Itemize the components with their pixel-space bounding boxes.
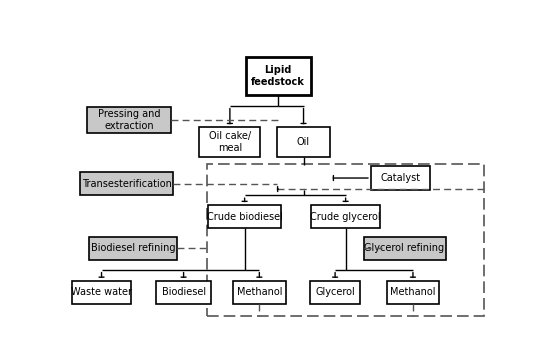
Text: Biodiesel: Biodiesel [161,287,206,297]
Text: Biodiesel refining: Biodiesel refining [91,243,175,253]
Text: Crude glycerol: Crude glycerol [310,212,381,222]
FancyBboxPatch shape [277,127,330,158]
FancyBboxPatch shape [80,172,173,195]
Text: Methanol: Methanol [390,287,435,297]
Text: Transesterification: Transesterification [82,179,172,189]
FancyBboxPatch shape [311,205,380,228]
Text: Pressing and
extraction: Pressing and extraction [98,109,160,131]
Text: Waste water: Waste water [71,287,132,297]
FancyBboxPatch shape [310,281,361,304]
FancyBboxPatch shape [363,237,446,260]
Text: Catalyst: Catalyst [380,173,420,183]
Text: Crude biodiesel: Crude biodiesel [207,212,282,222]
FancyBboxPatch shape [245,57,311,95]
Text: Glycerol: Glycerol [315,287,355,297]
FancyBboxPatch shape [87,107,171,133]
Text: Glycerol refining: Glycerol refining [364,243,445,253]
Text: Oil: Oil [297,137,310,147]
FancyBboxPatch shape [89,237,177,260]
FancyBboxPatch shape [387,281,439,304]
FancyBboxPatch shape [199,127,261,158]
Text: Lipid
feedstock: Lipid feedstock [251,65,305,87]
FancyBboxPatch shape [72,281,131,304]
FancyBboxPatch shape [233,281,286,304]
FancyBboxPatch shape [156,281,211,304]
FancyBboxPatch shape [208,205,281,228]
Text: Methanol: Methanol [237,287,282,297]
FancyBboxPatch shape [371,166,430,190]
Text: Oil cake/
meal: Oil cake/ meal [209,131,251,153]
